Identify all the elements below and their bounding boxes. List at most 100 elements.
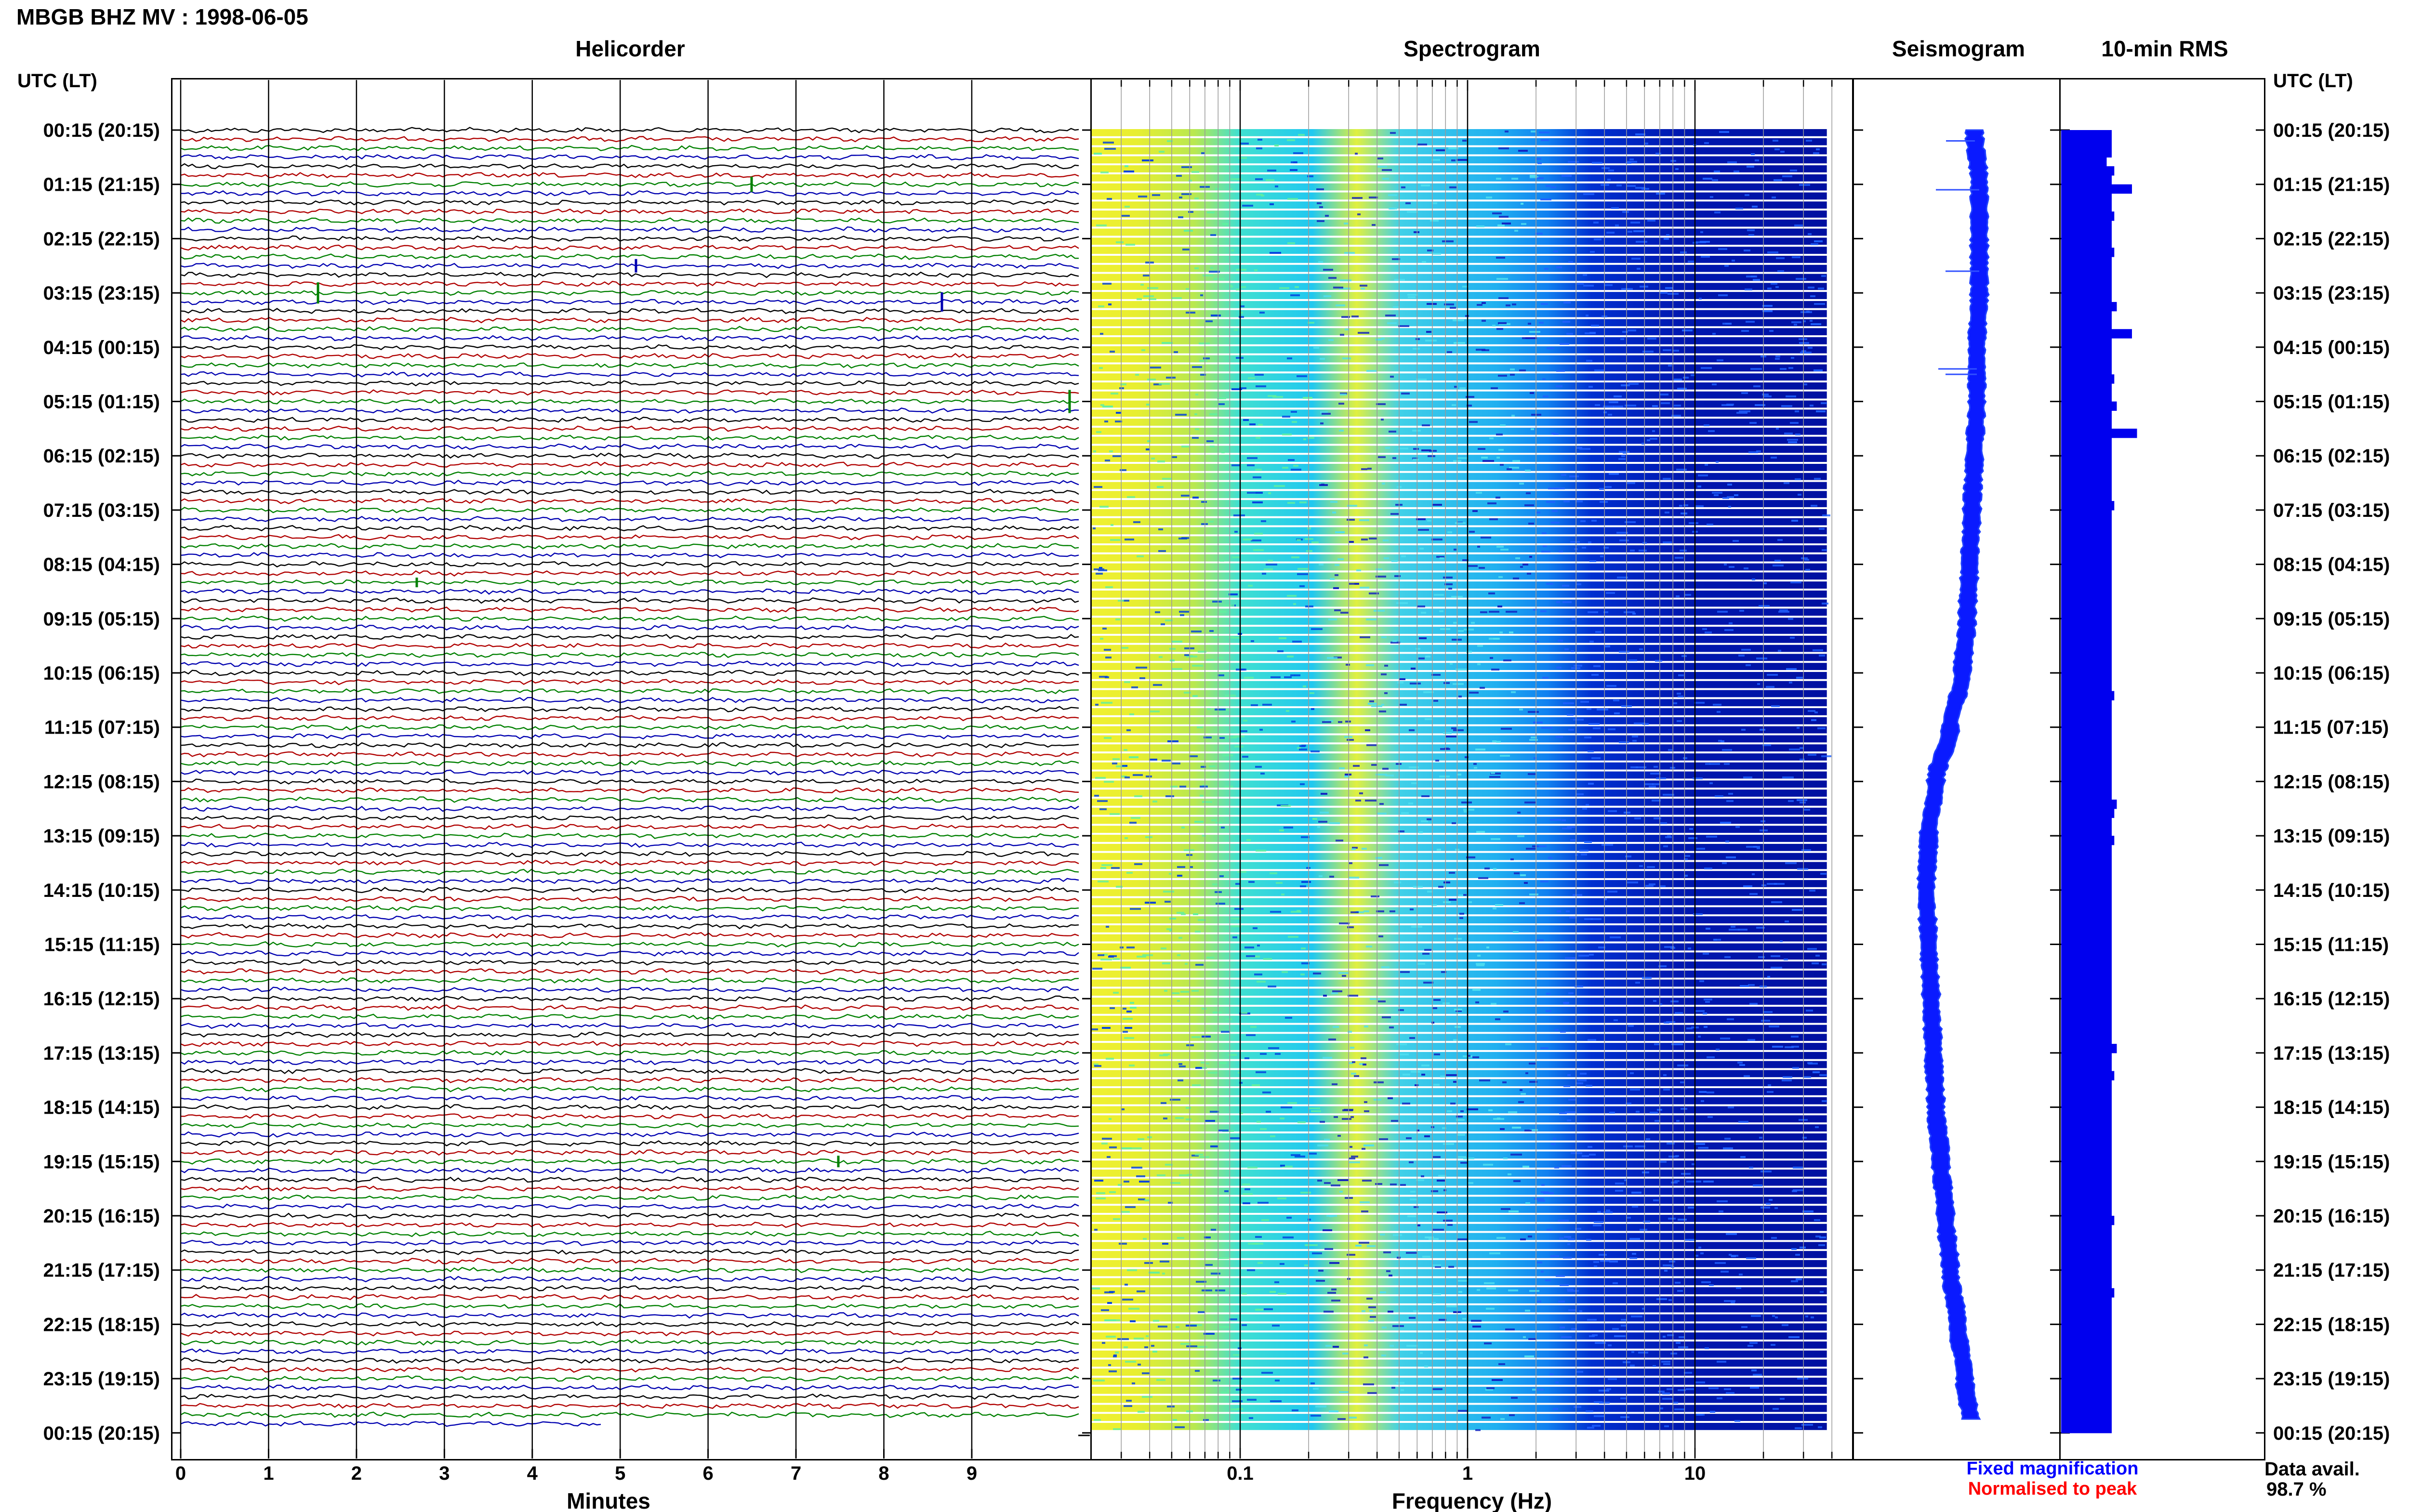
utc-header-left: UTC (LT) [17,70,97,92]
spectrogram-speckle [1157,486,1164,488]
spectrogram-speckle [1252,1084,1260,1086]
spectrogram-speckle [1125,1361,1136,1363]
spectrogram-speckle [1200,294,1203,296]
spectrogram-speckle [1309,1153,1317,1155]
spectrogram-speckle [1366,370,1377,372]
spectrogram-speckle [1340,279,1351,281]
spectrogram-speckle [1593,665,1601,667]
spectrogram-speckle [1179,1174,1189,1176]
spectrogram-row [1092,880,1827,887]
spectrogram-speckle [1721,740,1724,742]
spectrogram-speckle [1270,911,1281,913]
spectrogram-speckle [1291,911,1301,913]
spectrogram-speckle [1385,447,1390,449]
spectrogram-speckle [1600,555,1603,557]
spectrogram-speckle [1676,1342,1681,1344]
spectrogram-speckle [1814,240,1823,242]
spectrogram-speckle [1181,537,1189,539]
spectrogram-speckle [1301,962,1310,964]
spectrogram-speckle [1487,502,1496,504]
spectrogram-speckle [1297,539,1301,541]
spectrogram-speckle [1663,794,1674,796]
spectrogram-speckle [1605,645,1610,647]
spectrogram-speckle [1546,1010,1551,1012]
spectrogram-speckle [1630,1365,1635,1367]
spectrogram-row [1092,319,1827,327]
spectrogram-speckle [1435,760,1439,762]
spectrogram-speckle [1355,800,1361,802]
spectrogram-speckle [1105,586,1113,588]
spectrogram-speckle [1288,459,1295,461]
spectrogram-speckle [1280,1118,1284,1119]
spectrogram-speckle [1381,673,1387,675]
spectrogram-speckle [1645,885,1654,887]
spectrogram-speckle [1563,302,1571,303]
spectrogram-speckle [1120,947,1124,948]
spectrogram-speckle [1240,730,1247,732]
spectrogram-row [1092,699,1827,707]
spectrogram-speckle [1301,836,1310,838]
trace-line [180,1258,1079,1264]
spectrogram-speckle [1443,682,1450,684]
spectrogram-speckle [1660,292,1668,294]
spectrogram-speckle [1727,496,1734,498]
trace-line [180,679,1079,685]
spectrogram-speckle [1777,270,1784,272]
spectrogram-speckle [1589,1335,1595,1337]
spectrogram-speckle [1582,808,1587,810]
spectrogram-speckle [1761,1020,1770,1022]
rms-bar [2061,980,2112,990]
spectrogram-speckle [1153,1320,1159,1322]
spectrogram-speckle [1537,177,1544,179]
spectrogram-speckle [1099,506,1109,508]
spectrogram-speckle [1801,350,1806,352]
spectrogram-speckle [1215,709,1226,710]
spectrogram-speckle [1714,211,1721,213]
spectrogram-speckle [1439,1319,1446,1321]
rms-bar [2061,1134,2112,1144]
spectrogram-speckle [1807,1062,1813,1064]
rms-bar [2061,248,2115,257]
spectrogram-speckle [1366,618,1377,620]
spectrogram-speckle [1679,1336,1685,1338]
spectrogram-speckle [1749,1003,1758,1005]
spectrogram-speckle [1512,460,1520,462]
rms-bar [2061,483,2112,492]
spectrogram-speckle [1325,215,1329,217]
spectrogram-speckle [1176,1326,1179,1328]
spectrogram-speckle [1510,1154,1522,1156]
spectrogram-speckle [1660,822,1667,824]
spectrogram-speckle [1142,954,1153,956]
spectrogram-row [1092,1251,1827,1258]
spectrogram-speckle [1472,1056,1479,1058]
spectrogram-speckle [1430,220,1439,222]
time-label-right: 06:15 (02:15) [2273,446,2390,467]
rms-bar [2061,401,2117,411]
time-label-left: 03:15 (23:15) [43,283,160,304]
spectrogram-speckle [1589,641,1594,643]
spectrogram-speckle [1220,611,1227,613]
spectrogram-speckle [1537,1200,1545,1202]
spectrogram-speckle [1376,910,1384,912]
spectrogram-speckle [1137,956,1146,958]
spectrogram-speckle [1513,931,1519,933]
trace-line [180,977,1079,984]
spectrogram-row [1092,663,1827,670]
spectrogram-speckle [1317,1180,1322,1182]
spectrogram-row [1092,1405,1827,1412]
spectrogram-speckle [1466,651,1472,653]
spectrogram-speckle [1207,708,1211,710]
rms-bar [2061,1016,2112,1026]
spectrogram-speckle [1751,1369,1757,1371]
spectrogram-speckle [1535,641,1539,643]
spectrogram-speckle [1419,548,1424,550]
trace-line [180,263,1079,269]
spectrogram-speckle [1777,539,1783,541]
trace-line [180,905,1079,912]
trace-line [180,588,1079,595]
spectrogram-speckle [1667,835,1671,837]
spectrogram-speckle [1472,1326,1481,1328]
time-label-right: 09:15 (05:15) [2273,608,2390,630]
spectrogram-speckle [1447,531,1452,533]
rms-bar [2061,754,2112,764]
